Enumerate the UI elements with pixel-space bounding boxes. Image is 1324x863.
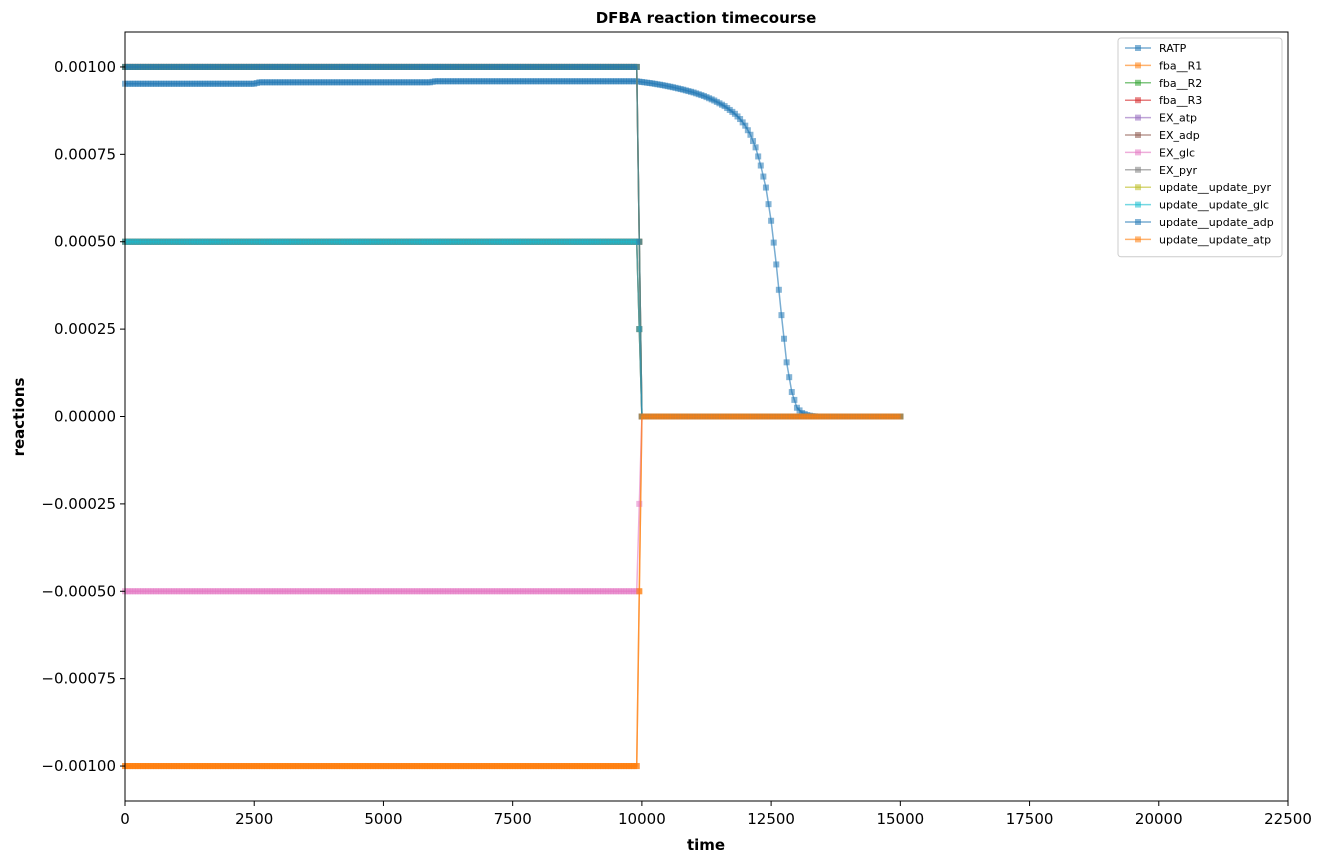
data-point	[775, 286, 782, 293]
legend-label: update__update_pyr	[1159, 181, 1272, 194]
legend-item: update__update_atp	[1125, 233, 1271, 246]
data-point	[760, 173, 767, 180]
data-point	[788, 389, 795, 396]
y-tick-label: 0.00075	[54, 145, 116, 163]
y-axis: 0.00100 0.00075 0.00050 0.00025 0.00000 −0.00…	[41, 58, 125, 775]
y-tick-label: −0.00075	[41, 670, 116, 688]
legend-item: RATP	[1125, 42, 1187, 55]
legend-item: update__update_glc	[1125, 199, 1269, 212]
legend-marker	[1135, 219, 1141, 225]
legend-label: fba__R1	[1159, 59, 1202, 72]
data-point	[757, 162, 764, 169]
data-point	[755, 153, 762, 160]
legend-item: fba__R2	[1125, 77, 1202, 90]
legend-marker	[1135, 45, 1141, 51]
data-point	[739, 119, 746, 126]
legend-item: EX_adp	[1125, 129, 1200, 142]
data-point	[778, 312, 785, 319]
y-tick-label: 0.00000	[54, 408, 116, 426]
x-tick-label: 7500	[494, 810, 532, 828]
legend-item: fba__R3	[1125, 94, 1202, 107]
data-point	[770, 239, 777, 246]
data-point	[636, 588, 643, 595]
data-point	[768, 217, 775, 224]
y-tick-label: 0.00050	[54, 233, 116, 251]
y-tick-label: −0.00100	[41, 757, 116, 775]
legend-marker	[1135, 201, 1141, 208]
y-tick-label: 0.00100	[54, 58, 116, 76]
legend-label: EX_adp	[1159, 129, 1200, 142]
legend-item: EX_atp	[1125, 112, 1197, 125]
data-point	[773, 261, 780, 268]
x-axis-title: time	[687, 836, 725, 854]
data-point	[762, 184, 769, 191]
legend-label: fba__R2	[1159, 77, 1202, 90]
legend-box	[1117, 37, 1283, 258]
legend-label: EX_glc	[1159, 146, 1195, 159]
chart-title: DFBA reaction timecourse	[596, 9, 817, 27]
legend-marker	[1135, 62, 1141, 69]
data-point	[786, 374, 793, 381]
legend-marker	[1135, 97, 1141, 104]
legend-label: update__update_glc	[1159, 199, 1269, 212]
x-tick-label: 12500	[747, 810, 795, 828]
series-update__update_atp	[122, 413, 904, 770]
y-axis-title: reactions	[10, 378, 28, 457]
data-point	[781, 335, 788, 342]
data-point	[765, 201, 772, 208]
legend-marker	[1135, 236, 1141, 243]
x-tick-label: 15000	[876, 810, 924, 828]
legend-marker	[1135, 166, 1141, 173]
data-point	[752, 144, 759, 151]
legend-item: EX_glc	[1125, 146, 1195, 159]
data-point	[750, 138, 757, 145]
data-point	[744, 127, 751, 134]
data-point	[737, 116, 744, 123]
legend-marker	[1135, 114, 1141, 121]
x-tick-label: 2500	[235, 810, 273, 828]
data-point	[897, 413, 904, 420]
legend-marker	[1135, 184, 1141, 191]
legend-item: EX_pyr	[1125, 164, 1197, 177]
y-tick-label: −0.00050	[41, 582, 116, 600]
legend-marker	[1135, 149, 1141, 156]
data-point	[636, 326, 643, 333]
data-point	[636, 500, 643, 507]
x-tick-label: 22500	[1264, 810, 1312, 828]
x-axis: 0 2500 5000 7500 10000 12500 15000 17500 20000 22…	[120, 801, 1312, 828]
x-tick-label: 5000	[364, 810, 402, 828]
data-point	[636, 238, 643, 245]
data-point	[783, 359, 790, 366]
legend-item: update__update_pyr	[1125, 181, 1272, 194]
legend-label: update__update_adp	[1159, 216, 1274, 229]
legend-item: fba__R1	[1125, 59, 1202, 72]
legend-label: fba__R3	[1159, 94, 1202, 107]
y-tick-label: −0.00025	[41, 495, 116, 513]
legend-item: update__update_adp	[1125, 216, 1274, 229]
plot-area	[122, 63, 904, 770]
data-point	[747, 131, 754, 138]
data-point	[791, 396, 798, 403]
x-tick-label: 0	[120, 810, 130, 828]
y-tick-label: 0.00025	[54, 320, 116, 338]
x-tick-label: 20000	[1135, 810, 1183, 828]
x-tick-label: 17500	[1006, 810, 1054, 828]
legend-label: EX_atp	[1159, 112, 1197, 125]
legend: RATP fba__R1 fba__R2 fba__R3 EX_atp EX_adp EX_…	[1117, 37, 1283, 258]
x-tick-label: 10000	[618, 810, 666, 828]
legend-label: update__update_atp	[1159, 233, 1271, 246]
legend-label: EX_pyr	[1159, 164, 1197, 177]
data-point	[633, 763, 640, 770]
legend-label: RATP	[1159, 42, 1187, 55]
data-point	[633, 63, 640, 70]
data-point	[742, 122, 749, 129]
legend-marker	[1135, 79, 1141, 86]
legend-marker	[1135, 132, 1141, 138]
